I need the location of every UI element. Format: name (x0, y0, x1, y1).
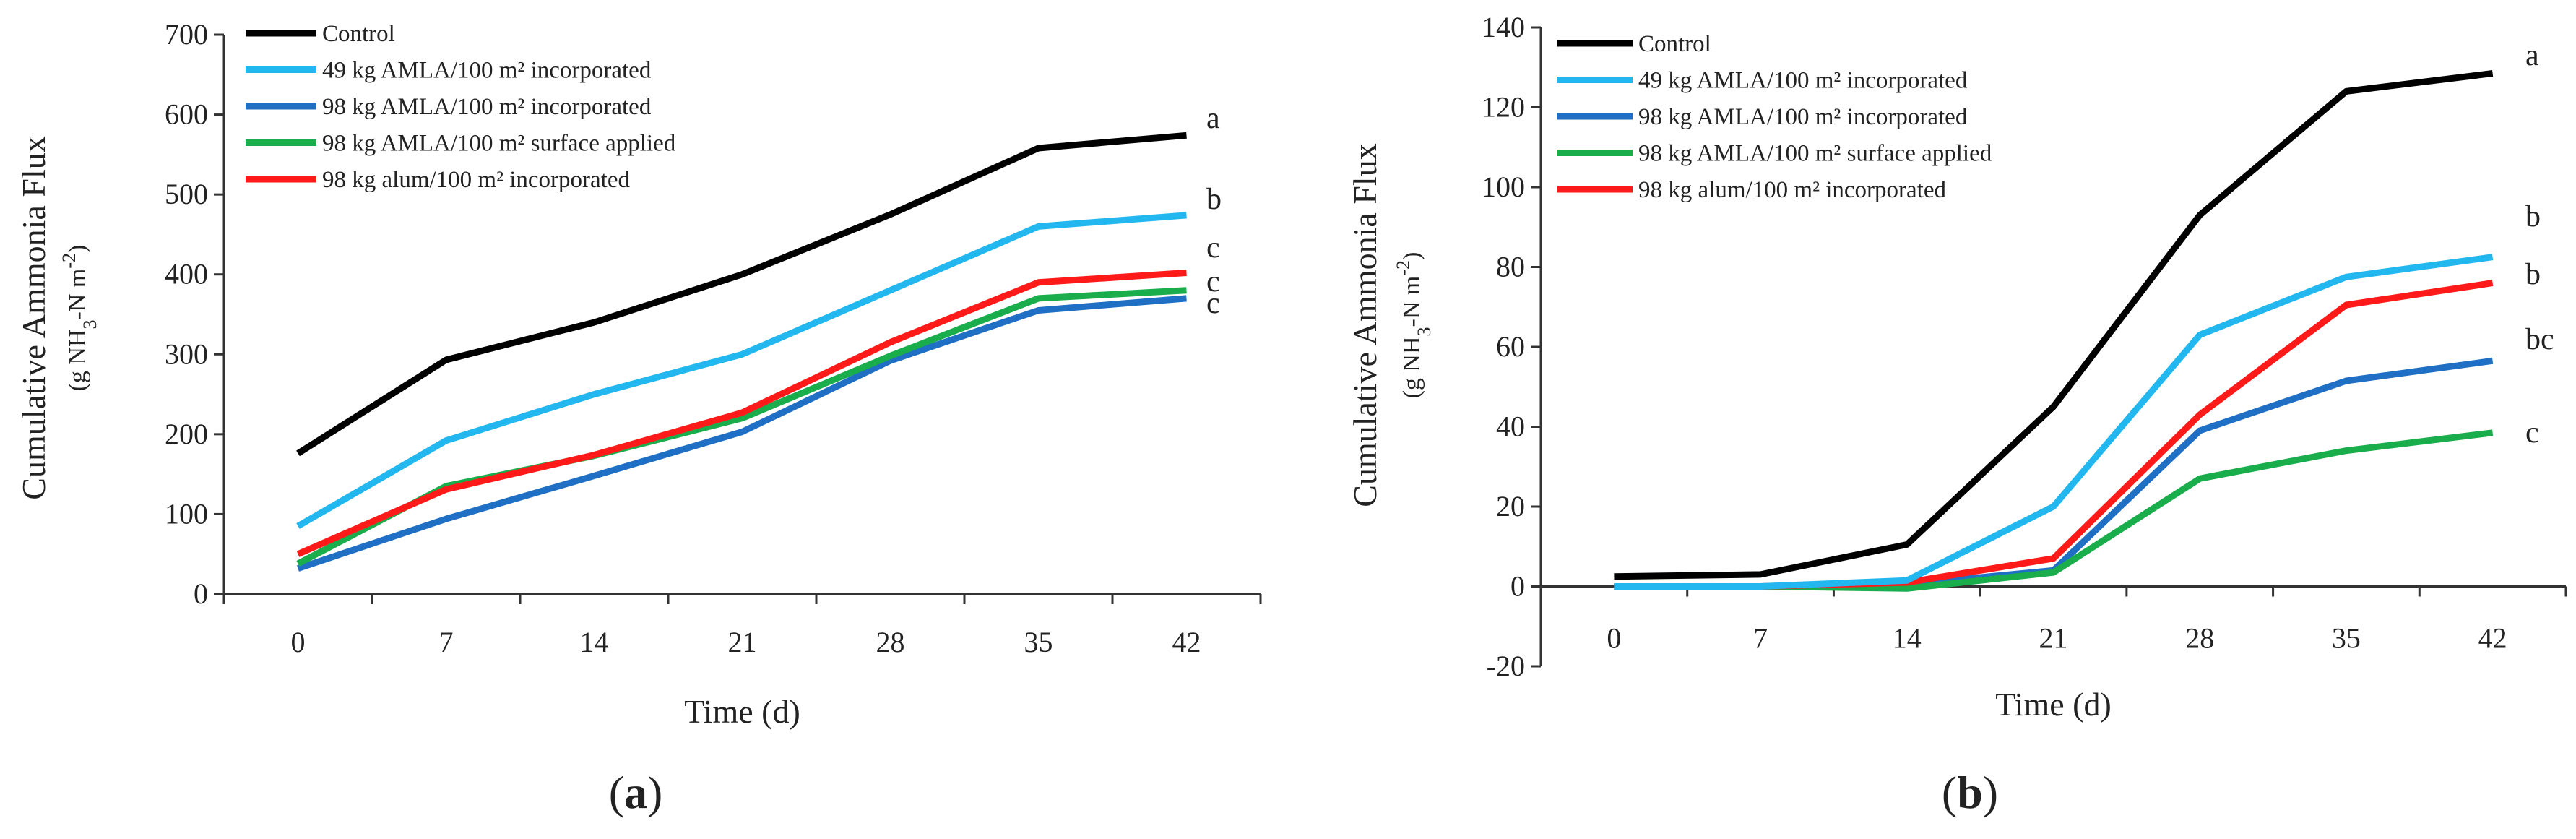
series-line-4 (296, 270, 1187, 557)
series-line-1 (296, 212, 1187, 529)
y-axis-unit-part: 3 (1414, 327, 1435, 336)
legend-label: 49 kg AMLA/100 m² incorporated (1638, 68, 1968, 94)
y-axis-title: Cumulative Ammonia Flux (1347, 143, 1383, 507)
x-tick-label: 0 (291, 626, 306, 658)
x-tick-label: 35 (2332, 622, 2361, 655)
chart-panel-b: -20 0 20 40 60 80 100 120 140 0 7 14 21 28 35 42 Time (d… (1347, 11, 2567, 818)
x-tick-label: 28 (876, 626, 905, 658)
x-tick-label: 7 (439, 626, 454, 658)
x-axis-title: Time (d) (1995, 686, 2112, 723)
significance-label: b (2525, 258, 2541, 291)
y-tick-label: 100 (1482, 171, 1525, 203)
series-line-2 (1614, 357, 2494, 590)
significance-label: c (1206, 265, 1220, 298)
y-tick-label: 500 (165, 178, 208, 210)
y-tick-label: 0 (194, 577, 208, 610)
legend-label: 98 kg AMLA/100 m² surface applied (322, 131, 676, 157)
panel-label: (b) (1942, 767, 1998, 818)
panel-letter: a (624, 767, 647, 818)
legend-label: Control (322, 21, 395, 47)
y-axis-title: Cumulative Ammonia Flux (15, 136, 52, 499)
panel-paren: ) (647, 767, 662, 818)
x-tick-label: 7 (1753, 622, 1768, 655)
significance-label: a (1206, 102, 1220, 135)
x-tick-label: 28 (2185, 622, 2214, 655)
y-axis-unit-part: 3 (79, 319, 100, 329)
x-tick-label: 0 (1607, 622, 1621, 655)
y-tick-label: 60 (1496, 330, 1525, 363)
y-tick-label: 100 (165, 497, 208, 530)
significance-label: b (1206, 183, 1222, 216)
significance-label: a (2525, 39, 2539, 72)
y-axis-unit-part: -N m (1399, 276, 1425, 327)
y-tick-label: 400 (165, 258, 208, 291)
y-axis-unit-part: -2 (1393, 260, 1414, 276)
y-axis-unit-part: -N m (64, 269, 91, 320)
y-tick-label: 140 (1482, 11, 1525, 43)
x-tick-label: 21 (728, 626, 757, 658)
x-tick-label: 42 (1172, 626, 1201, 658)
panel-paren: ) (1983, 767, 1998, 818)
y-tick-label: 120 (1482, 91, 1525, 124)
y-tick-label: -20 (1487, 650, 1525, 682)
panel-label: (a) (609, 767, 663, 818)
x-tick-label: 21 (2039, 622, 2068, 655)
y-axis-unit-part: (g NH (1399, 336, 1425, 398)
x-tick-label: 14 (1893, 622, 1922, 655)
panel-letter: b (1957, 767, 1983, 818)
legend-label: 98 kg alum/100 m² incorporated (322, 167, 630, 193)
panel-paren: ( (609, 767, 624, 818)
legend-label: 98 kg AMLA/100 m² incorporated (1638, 104, 1968, 130)
series-line-2 (297, 295, 1187, 572)
x-tick-label: 35 (1024, 626, 1053, 658)
significance-label: c (2525, 416, 2539, 449)
significance-label: c (1206, 287, 1220, 320)
y-tick-label: 40 (1496, 410, 1525, 443)
series-line-1 (1614, 254, 2494, 590)
y-axis-unit-part: ) (64, 245, 91, 253)
y-axis-unit-part: ) (1399, 252, 1425, 260)
y-tick-label: 20 (1496, 490, 1525, 522)
series-line-0 (296, 132, 1187, 457)
y-tick-label: 700 (165, 18, 208, 51)
legend-label: 98 kg AMLA/100 m² incorporated (322, 94, 652, 120)
significance-label: b (2525, 200, 2541, 233)
legend-label: 98 kg AMLA/100 m² surface applied (1638, 141, 1992, 167)
y-axis-unit-part: -2 (59, 253, 79, 269)
series-line-3 (1614, 429, 2494, 592)
y-axis-unit-part: (g NH (64, 329, 91, 391)
significance-label: bc (2525, 323, 2554, 356)
series-line-0 (1614, 70, 2494, 580)
series-line-4 (1614, 280, 2494, 590)
significance-label: c (1206, 231, 1220, 264)
legend-label: 98 kg alum/100 m² incorporated (1638, 177, 1946, 203)
legend-label: Control (1638, 31, 1711, 57)
y-tick-label: 200 (165, 418, 208, 450)
y-axis-unit: (g NH3-N m-2) (1393, 252, 1435, 399)
x-tick-label: 14 (580, 626, 609, 658)
y-tick-label: 600 (165, 98, 208, 131)
y-axis-unit: (g NH3-N m-2) (59, 245, 100, 392)
y-tick-label: 80 (1496, 251, 1525, 283)
legend-label: 49 kg AMLA/100 m² incorporated (322, 58, 652, 84)
x-tick-label: 42 (2478, 622, 2507, 655)
panel-paren: ( (1942, 767, 1957, 818)
x-axis-title: Time (d) (684, 693, 800, 730)
y-tick-label: 300 (165, 337, 208, 370)
y-tick-label: 0 (1510, 570, 1525, 603)
chart-panel-a: 0 100 200 300 400 500 600 700 0 7 14 21 28 35 42 Time (… (15, 18, 1262, 818)
